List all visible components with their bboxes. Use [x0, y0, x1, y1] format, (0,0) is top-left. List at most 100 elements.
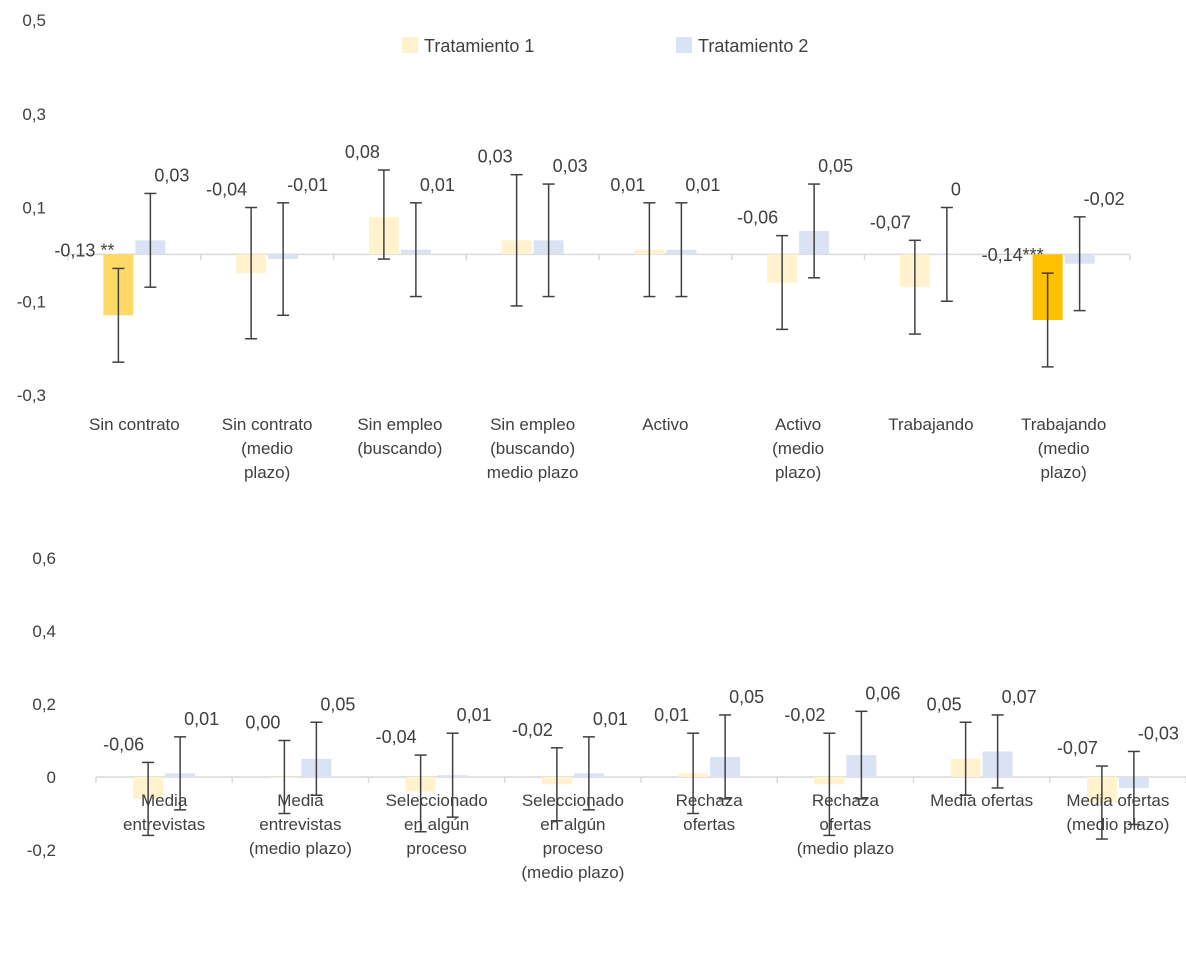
- category-label-line: (medio plazo): [521, 863, 624, 882]
- category-label: Sin empleo (buscando) medio plazo: [487, 415, 579, 482]
- category-label-line: Media ofertas: [1066, 791, 1169, 810]
- category-label-line: plazo): [244, 463, 290, 482]
- data-label: -0,07: [1057, 738, 1098, 758]
- data-label: -0,13 **: [54, 240, 114, 260]
- chart-panel-top: 0,5 0,3 0,1 -0,1 -0,3 -0,13 ** -0,04 0,08 0,03 0,…: [17, 11, 1131, 482]
- data-label: 0,01: [610, 175, 645, 195]
- data-label: 0,05: [927, 694, 962, 714]
- category-label-line: proceso: [406, 839, 466, 858]
- category-label-line: Media ofertas: [930, 791, 1033, 810]
- category-label: Trabajando (medio plazo): [1021, 415, 1106, 482]
- category-label-line: Trabajando: [1021, 415, 1106, 434]
- category-label-line: Rechaza: [812, 791, 880, 810]
- data-label: 0,03: [478, 147, 513, 167]
- data-label: 0,00: [245, 713, 280, 733]
- data-label: -0,06: [737, 208, 778, 228]
- data-label: -0,07: [870, 212, 911, 232]
- data-label: 0,03: [553, 156, 588, 176]
- data-label: 0,01: [457, 705, 492, 725]
- category-label-line: Media: [277, 791, 324, 810]
- category-label-line: Seleccionado: [386, 791, 488, 810]
- category-label: Media ofertas (medio plazo): [1066, 791, 1169, 834]
- category-label-line: (medio: [772, 439, 824, 458]
- category-label-line: (medio plazo): [249, 839, 352, 858]
- data-label: 0,01: [593, 709, 628, 729]
- data-label: -0,02: [1084, 189, 1125, 209]
- category-label: Activo (medio plazo): [772, 415, 824, 482]
- category-label-line: Media: [141, 791, 188, 810]
- data-label: 0,06: [865, 683, 900, 703]
- data-label: 0,07: [1002, 687, 1037, 707]
- category-label: Media entrevistas: [123, 791, 205, 834]
- category-label: Seleccionado en algún proceso: [386, 791, 488, 858]
- data-label: 0,01: [420, 175, 455, 195]
- y-tick-label: -0,2: [27, 841, 56, 860]
- y-tick-label: 0,5: [22, 11, 46, 30]
- data-label: -0,04: [376, 727, 417, 747]
- category-label-line: (medio plazo): [1066, 815, 1169, 834]
- category-label-line: plazo): [775, 463, 821, 482]
- data-label: -0,02: [784, 705, 825, 725]
- category-label-line: entrevistas: [123, 815, 205, 834]
- y-tick-label: -0,3: [17, 386, 46, 405]
- data-label: 0,05: [320, 694, 355, 714]
- category-label-line: en algún: [404, 815, 469, 834]
- y-tick-label: 0,2: [32, 695, 56, 714]
- legend-label-tratamiento-2: Tratamiento 2: [698, 36, 808, 56]
- category-label-line: Activo: [642, 415, 688, 434]
- data-label: 0: [951, 180, 961, 200]
- category-label: Sin empleo (buscando): [357, 415, 442, 458]
- category-label-line: (medio: [1038, 439, 1090, 458]
- data-label: -0,02: [512, 720, 553, 740]
- data-label: -0,06: [103, 734, 144, 754]
- category-label-line: plazo): [1040, 463, 1086, 482]
- category-label-line: en algún: [540, 815, 605, 834]
- data-label: 0,03: [154, 165, 189, 185]
- category-label-line: Sin empleo: [490, 415, 575, 434]
- category-label: Media ofertas: [930, 791, 1033, 810]
- category-label: Sin contrato: [89, 415, 180, 434]
- category-label-line: Rechaza: [676, 791, 744, 810]
- category-label-line: entrevistas: [259, 815, 341, 834]
- legend-label-tratamiento-1: Tratamiento 1: [424, 36, 534, 56]
- legend-swatch-tratamiento-2: [676, 37, 692, 53]
- legend: Tratamiento 1 Tratamiento 2: [402, 36, 808, 56]
- y-tick-label: 0,4: [32, 622, 56, 641]
- y-tick-label: 0: [47, 768, 56, 787]
- category-label-line: ofertas: [819, 815, 871, 834]
- chart-panel-bottom: 0,6 0,4 0,2 0 -0,2 -0,06 0,00 -0,04 -0,02 0,01 -0,…: [27, 549, 1186, 882]
- category-label: Rechaza ofertas (medio plazo: [797, 791, 894, 858]
- data-label: 0,05: [729, 687, 764, 707]
- category-label: Trabajando: [888, 415, 973, 434]
- category-label-line: Sin contrato: [222, 415, 313, 434]
- data-label: 0,01: [184, 709, 219, 729]
- data-label: -0,14***: [982, 245, 1044, 265]
- data-label: 0,05: [818, 156, 853, 176]
- category-label-line: Seleccionado: [522, 791, 624, 810]
- category-label-line: ofertas: [683, 815, 735, 834]
- category-label-line: (medio: [241, 439, 293, 458]
- category-label: Rechaza ofertas: [676, 791, 744, 834]
- y-tick-label: 0,3: [22, 105, 46, 124]
- category-label-line: (buscando): [357, 439, 442, 458]
- data-label: -0,01: [287, 175, 328, 195]
- legend-swatch-tratamiento-1: [402, 37, 418, 53]
- category-label-line: proceso: [543, 839, 603, 858]
- category-label-line: (medio plazo: [797, 839, 894, 858]
- data-label: 0,08: [345, 142, 380, 162]
- category-label-line: Sin contrato: [89, 415, 180, 434]
- data-label: -0,04: [206, 180, 247, 200]
- category-label-line: (buscando): [490, 439, 575, 458]
- category-label-line: Activo: [775, 415, 821, 434]
- category-label-line: Trabajando: [888, 415, 973, 434]
- category-label: Sin contrato (medio plazo): [222, 415, 313, 482]
- category-label: Activo: [642, 415, 688, 434]
- y-tick-label: -0,1: [17, 292, 46, 311]
- category-label: Media entrevistas (medio plazo): [249, 791, 352, 858]
- category-label-line: Sin empleo: [357, 415, 442, 434]
- data-label: 0,01: [654, 705, 689, 725]
- data-label: 0,01: [685, 175, 720, 195]
- y-tick-label: 0,6: [32, 549, 56, 568]
- category-label-line: medio plazo: [487, 463, 579, 482]
- category-label: Seleccionado en algún proceso (medio plazo): [521, 791, 624, 882]
